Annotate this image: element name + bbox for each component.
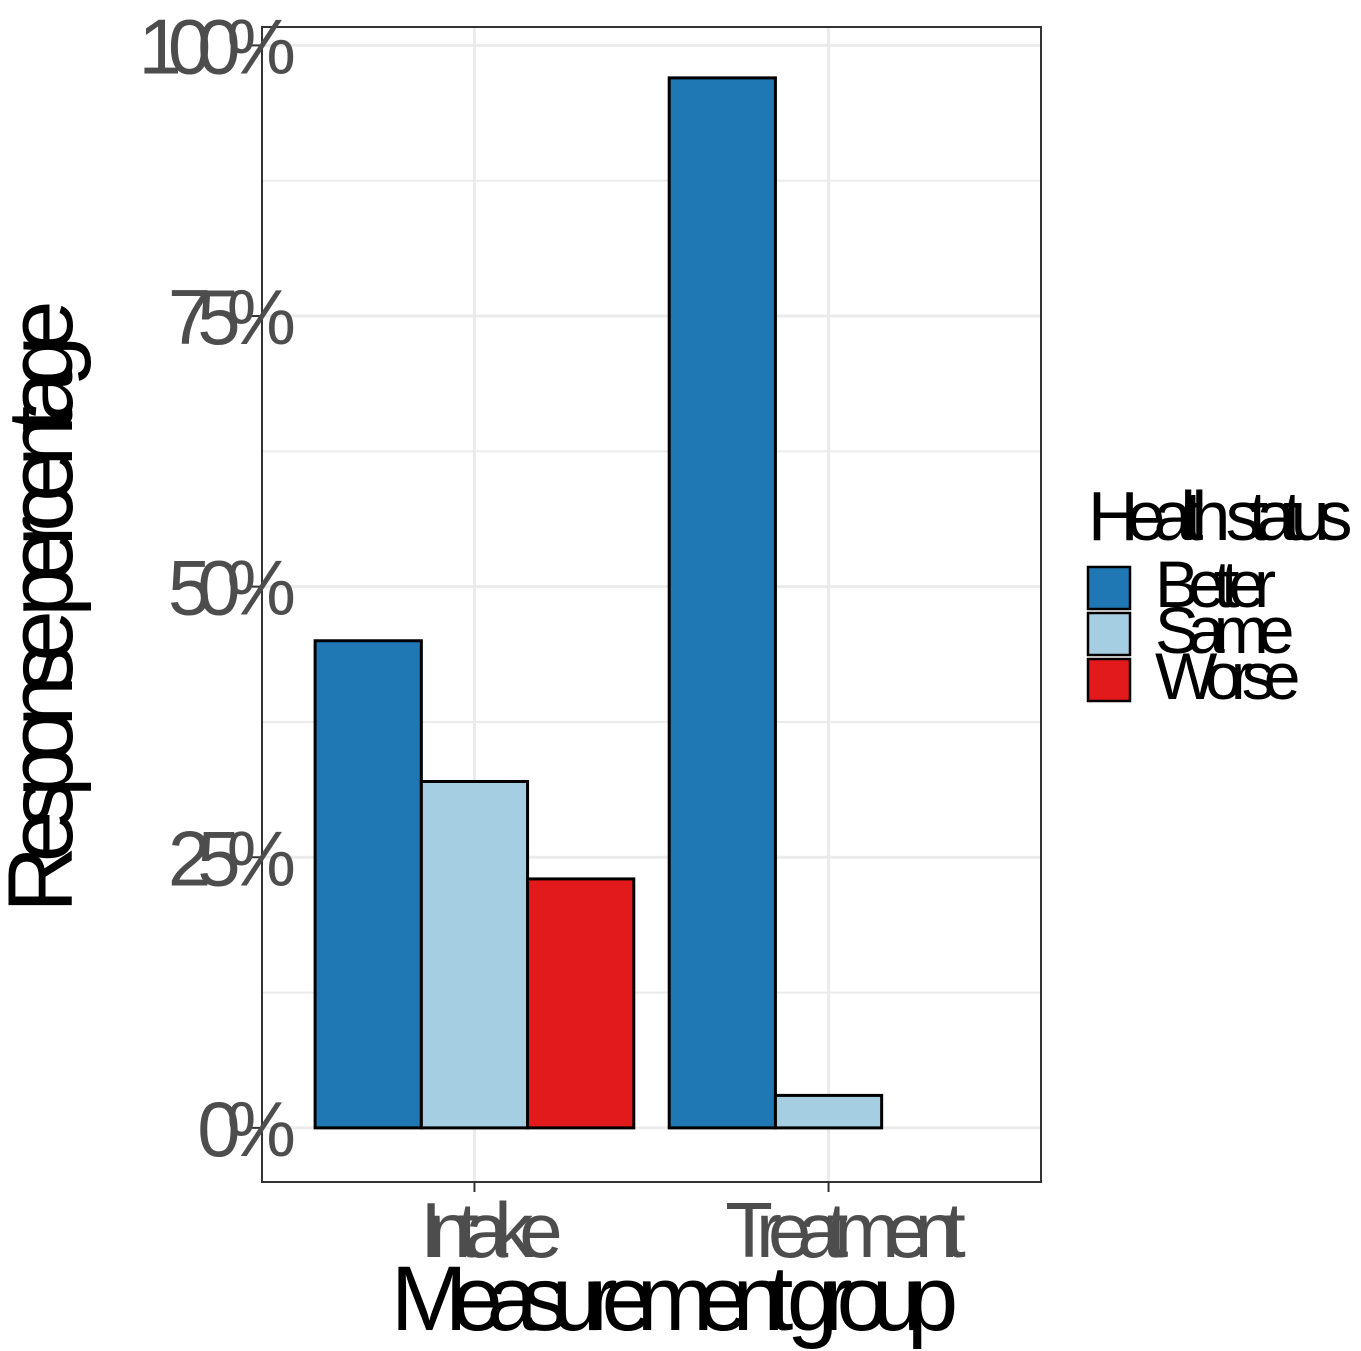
legend-label-same: Same [1155, 593, 1292, 667]
legend-title: Health status [1088, 477, 1351, 555]
bar-treatment-same [773, 1093, 884, 1130]
legend-label-better: Better [1155, 547, 1275, 621]
legend-label-worse: Worse [1155, 639, 1298, 713]
x-tick-label: Intake [420, 1186, 559, 1274]
bar-treatment-better [667, 76, 777, 1130]
legend-key-worse [1086, 657, 1132, 703]
x-tick-label: Treatment [725, 1186, 966, 1274]
bar-intake-same [419, 779, 530, 1130]
y-axis-title: Response percentage [0, 304, 92, 913]
y-tick-label: 100% [139, 2, 294, 90]
y-tick-label: 50% [168, 544, 294, 632]
plot-panel-border [261, 26, 1042, 1183]
y-tick-label: 0% [197, 1085, 293, 1173]
y-tick-label: 25% [168, 814, 294, 902]
bar-intake-worse [526, 877, 636, 1130]
x-axis-ticks: Intake Treatment [420, 1182, 980, 1274]
bar-intake-better [313, 639, 423, 1130]
legend-key-same [1086, 611, 1132, 657]
y-tick-label: 75% [168, 273, 294, 361]
legend-key-better [1086, 565, 1132, 611]
x-axis-title: Measurement group [391, 1248, 955, 1350]
bars [313, 76, 884, 1130]
